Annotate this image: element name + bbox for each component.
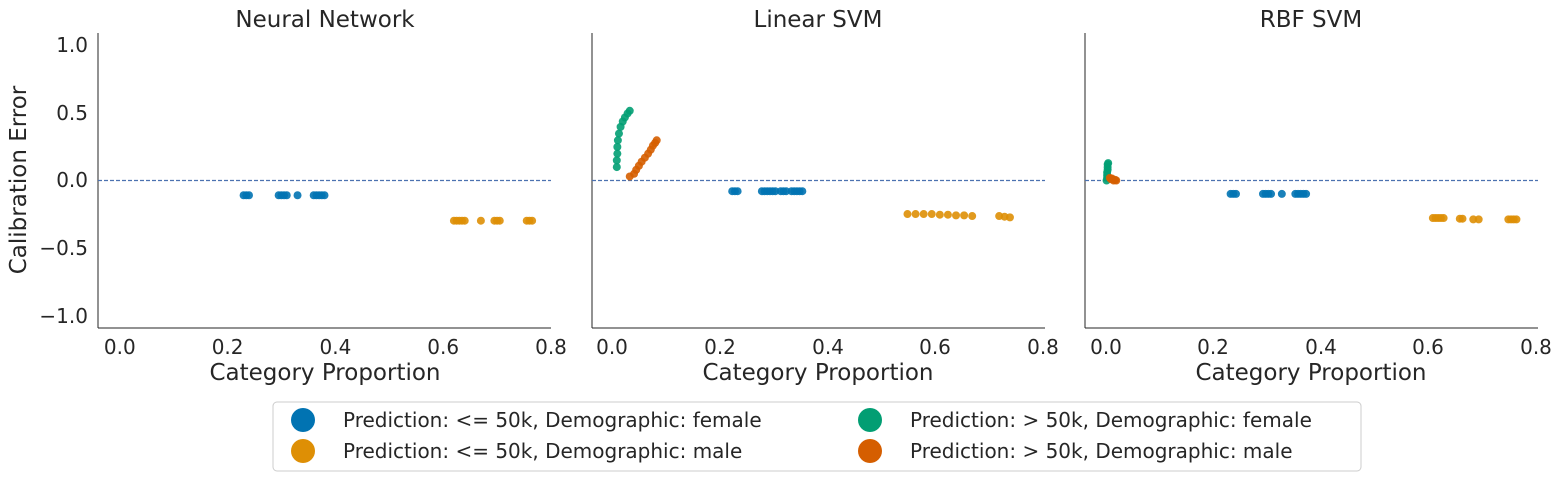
data-point [282, 191, 291, 200]
x-axis-label: Category Proportion [1195, 360, 1426, 386]
data-point [1474, 215, 1483, 224]
legend-marker [858, 439, 882, 463]
x-tick-label: 0.2 [212, 335, 244, 359]
y-tick-label: 0.0 [56, 168, 88, 192]
x-tick-label: 0.6 [919, 335, 951, 359]
data-point [927, 210, 936, 219]
x-tick-label: 0.0 [104, 335, 136, 359]
data-point [320, 191, 329, 200]
data-point [935, 210, 944, 219]
data-point [1112, 176, 1121, 185]
data-point [1232, 189, 1240, 198]
legend: Prediction: <= 50k, Demographic: female … [272, 401, 1362, 472]
data-point [293, 191, 302, 200]
data-point [460, 216, 469, 225]
data-point [495, 216, 504, 225]
data-point [1439, 214, 1448, 223]
data-point [614, 129, 623, 138]
data-point [1458, 214, 1467, 223]
panel-linear-svm: Linear SVM Category Proportion 0.0 0.2 0… [591, 7, 1059, 386]
data-point [968, 212, 977, 221]
y-tick-label: −0.5 [39, 236, 88, 260]
x-axis-label: Category Proportion [702, 360, 933, 386]
data-point [1512, 215, 1521, 224]
data-point [1005, 213, 1014, 222]
legend-label: Prediction: > 50k, Demographic: male [910, 439, 1293, 463]
y-tick-label: −1.0 [39, 304, 88, 328]
legend-label: Prediction: > 50k, Demographic: female [910, 408, 1312, 432]
x-tick-label: 0.6 [427, 335, 459, 359]
x-tick-label: 0.4 [319, 335, 351, 359]
x-tick-label: 0.0 [596, 335, 628, 359]
data-point [613, 136, 622, 145]
panel-title: Linear SVM [754, 7, 883, 33]
data-point [528, 216, 537, 225]
legend-label: Prediction: <= 50k, Demographic: female [343, 408, 762, 432]
data-point [245, 191, 253, 200]
data-point [960, 211, 969, 220]
legend-entry: Prediction: <= 50k, Demographic: male [291, 439, 742, 463]
legend-marker [858, 408, 882, 432]
data-point [919, 210, 928, 219]
data-point [952, 211, 961, 220]
data-point [943, 210, 952, 219]
x-tick-label: 0.8 [1520, 335, 1552, 359]
data-point [1104, 159, 1113, 168]
legend-entry: Prediction: > 50k, Demographic: female [858, 408, 1312, 432]
data-point [476, 216, 485, 225]
legend-marker [291, 439, 315, 463]
x-tick-label: 0.2 [704, 335, 736, 359]
panel-rbf-svm: RBF SVM Category Proportion 0.0 0.2 0.4 … [1084, 7, 1552, 386]
y-tick-label: 1.0 [56, 33, 88, 57]
x-tick-label: 0.8 [1027, 335, 1059, 359]
x-tick-label: 0.0 [1090, 335, 1122, 359]
data-point [613, 142, 622, 151]
data-point [733, 187, 742, 196]
legend-entry: Prediction: <= 50k, Demographic: female [291, 408, 762, 432]
legend-frame [272, 401, 1362, 472]
legend-label: Prediction: <= 50k, Demographic: male [343, 439, 742, 463]
legend-marker [291, 408, 315, 432]
x-tick-label: 0.4 [812, 335, 844, 359]
data-point [652, 136, 661, 145]
data-point [798, 187, 807, 196]
data-point [911, 210, 920, 219]
y-tick-label: 0.5 [56, 101, 88, 125]
data-point [1302, 189, 1311, 198]
data-point [1277, 189, 1286, 198]
y-axis-label: Calibration Error [6, 85, 32, 274]
data-point [612, 156, 621, 165]
data-point [612, 163, 621, 172]
panel-title: RBF SVM [1260, 7, 1362, 33]
panel-title: Neural Network [235, 7, 415, 33]
data-point [1267, 189, 1276, 198]
x-axis-label: Category Proportion [209, 360, 440, 386]
x-tick-label: 0.2 [1197, 335, 1229, 359]
x-tick-label: 0.4 [1305, 335, 1337, 359]
panel-neural-network: Neural Network Calibration Error Categor… [6, 7, 567, 386]
data-point [903, 210, 912, 219]
x-tick-label: 0.6 [1412, 335, 1444, 359]
legend-entry: Prediction: > 50k, Demographic: male [858, 439, 1293, 463]
data-point [613, 149, 622, 158]
x-tick-label: 0.8 [535, 335, 567, 359]
data-point [625, 106, 634, 115]
